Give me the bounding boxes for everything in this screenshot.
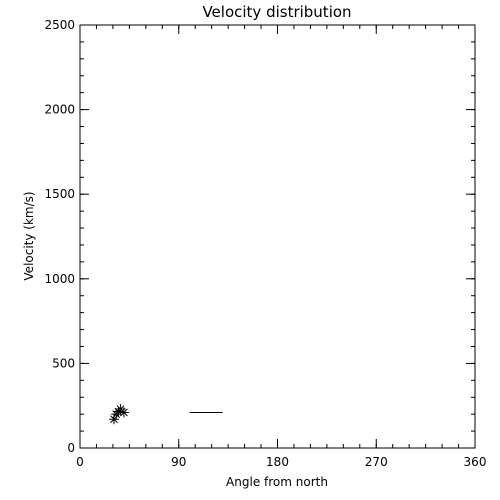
y-tick-label: 1500: [44, 187, 75, 201]
x-tick-label: 270: [365, 455, 388, 469]
x-tick-label: 0: [76, 455, 84, 469]
data-point: [118, 407, 129, 418]
y-axis-label: Velocity (km/s): [22, 191, 36, 280]
axis-ticks: [79, 24, 476, 449]
chart-title: Velocity distribution: [202, 3, 351, 21]
y-tick-label: 0: [67, 441, 75, 455]
data-marks: [109, 404, 223, 425]
y-tick-label: 2000: [44, 103, 75, 117]
tick-labels: 0 90 180 270 360 0 500 1000 1500 2000 2500: [44, 18, 486, 469]
y-tick-label: 2500: [44, 18, 75, 32]
data-point-stroke: [119, 408, 128, 417]
y-tick-label: 500: [52, 356, 75, 370]
x-tick-label: 360: [464, 455, 487, 469]
plot-frame: [79, 24, 476, 449]
x-tick-label: 90: [171, 455, 186, 469]
y-tick-label: 1000: [44, 272, 75, 286]
x-tick-label: 180: [266, 455, 289, 469]
data-point: [109, 414, 120, 425]
x-axis-label: Angle from north: [226, 475, 328, 489]
